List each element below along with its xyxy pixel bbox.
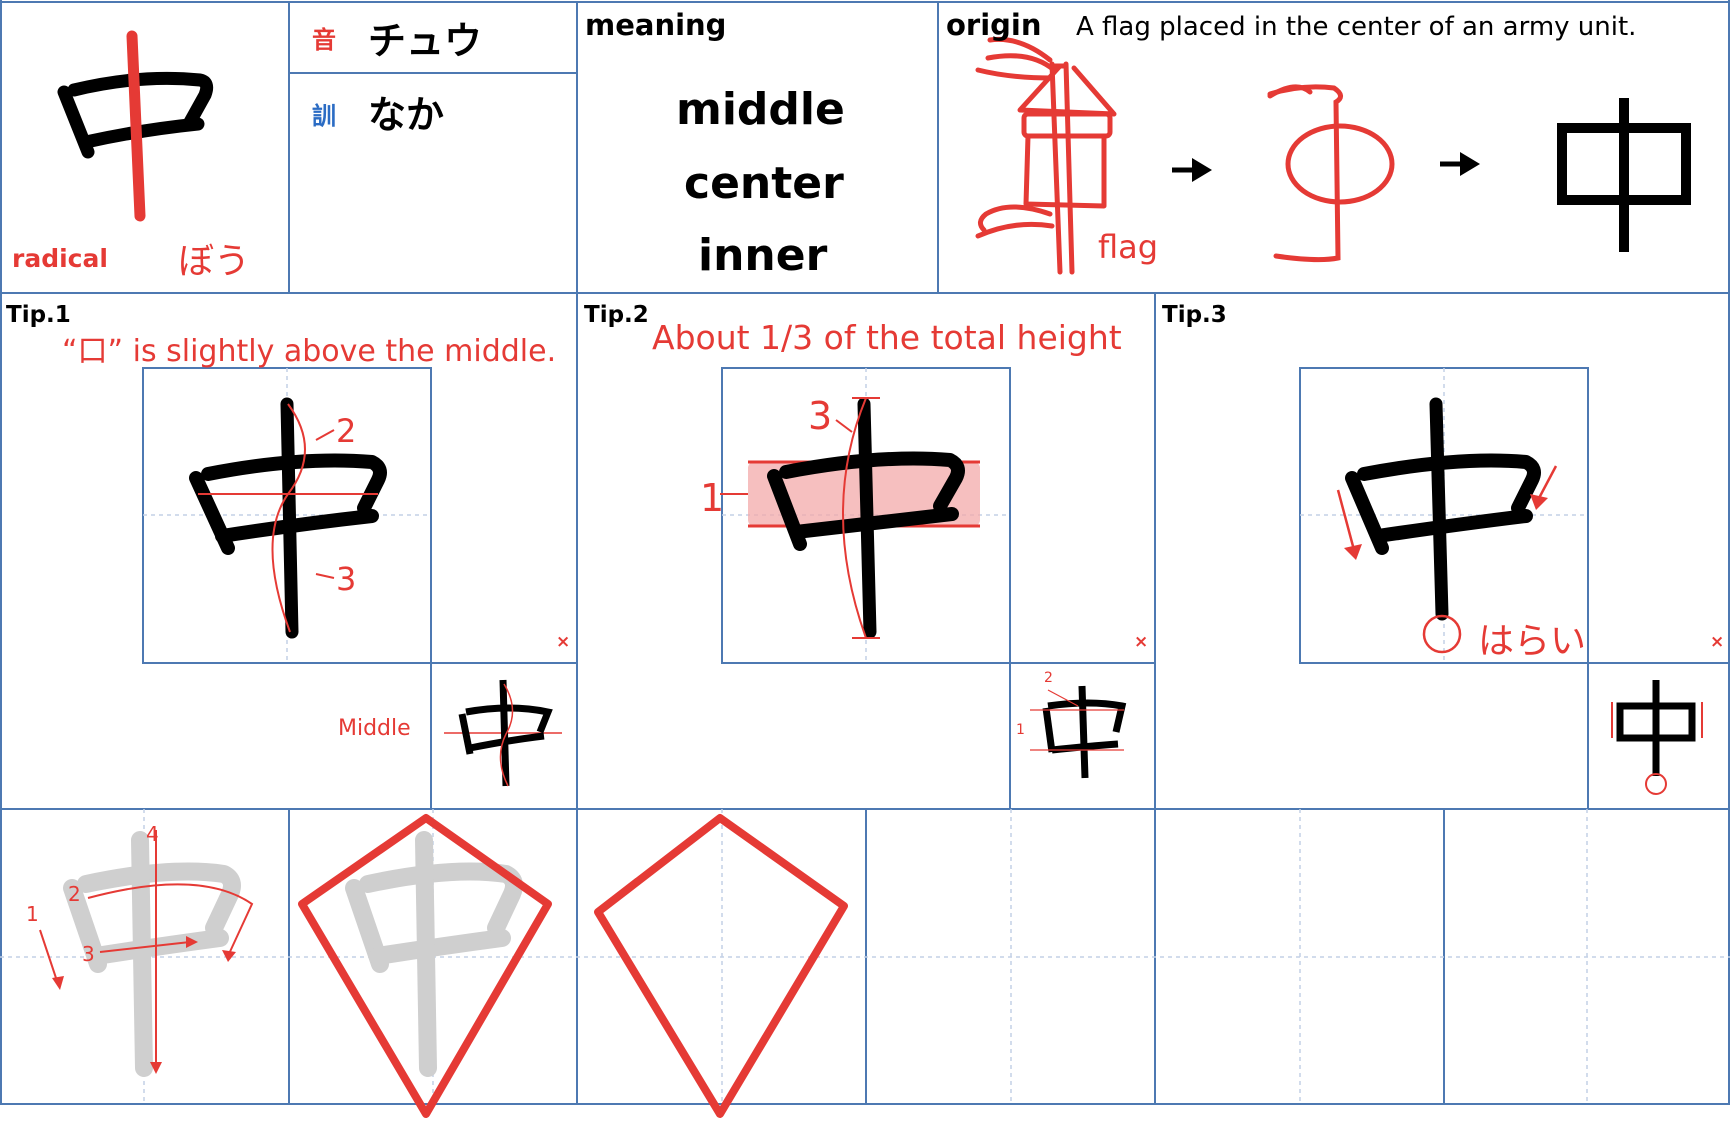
arrow-right-icon: [1440, 152, 1480, 176]
meaning-1: middle: [676, 84, 845, 135]
arrow-right-icon: [1172, 158, 1212, 182]
stroke-order-2: 2: [68, 882, 81, 906]
stroke-order-3: 3: [82, 942, 95, 966]
tip1-practice-box: [142, 367, 577, 809]
tip2-small-2: 2: [1044, 670, 1053, 686]
flag-pictograph-icon: [975, 36, 1117, 275]
origin-flag-label: flag: [1098, 228, 1159, 266]
tip3-practice-box: [1299, 367, 1730, 809]
tip2-stroke-1: 1: [700, 476, 725, 520]
practice-stroke-order-cell: [39, 830, 254, 1077]
tip1-stroke-3: 3: [336, 560, 357, 598]
tip1-middle-label: Middle: [338, 716, 411, 741]
bronze-script-kanji: [1267, 84, 1395, 263]
tip3-harai-label: はらい: [1478, 621, 1587, 662]
close-icon[interactable]: ×: [556, 632, 571, 652]
origin-text: A flag placed in the center of an army u…: [1076, 12, 1637, 42]
tip2-label: Tip.2: [584, 302, 649, 328]
meaning-2: center: [684, 158, 844, 209]
meaning-3: inner: [698, 230, 828, 281]
tip3-label: Tip.3: [1162, 302, 1227, 328]
origin-label: origin: [946, 8, 1042, 42]
modern-kanji: [1557, 98, 1691, 252]
tip1-text: “口” is slightly above the middle.: [62, 334, 557, 369]
practice-blank-kite-cell: [594, 814, 848, 1118]
stroke-order-1: 1: [26, 902, 39, 926]
tip2-small-1: 1: [1016, 722, 1025, 738]
radical-name: ぼう: [178, 241, 251, 282]
tip2-practice-box: [720, 367, 1155, 809]
meaning-label: meaning: [585, 8, 727, 42]
tip1-stroke-2: 2: [336, 412, 357, 450]
tip2-text: About 1/3 of the total height: [652, 318, 1122, 357]
on-reading-icon: 音: [312, 26, 336, 54]
stroke-order-4: 4: [146, 822, 159, 846]
close-icon[interactable]: ×: [1710, 632, 1725, 652]
practice-trace-cell: [298, 814, 552, 1118]
radical-kanji-illustration: [57, 30, 214, 222]
tip1-label: Tip.1: [6, 302, 71, 328]
radical-label: radical: [12, 244, 108, 273]
kun-reading-icon: 訓: [312, 102, 336, 130]
on-reading: チュウ: [368, 19, 483, 63]
tip2-stroke-3: 3: [808, 394, 833, 438]
kun-reading: なか: [368, 93, 445, 137]
close-icon[interactable]: ×: [1134, 632, 1149, 652]
